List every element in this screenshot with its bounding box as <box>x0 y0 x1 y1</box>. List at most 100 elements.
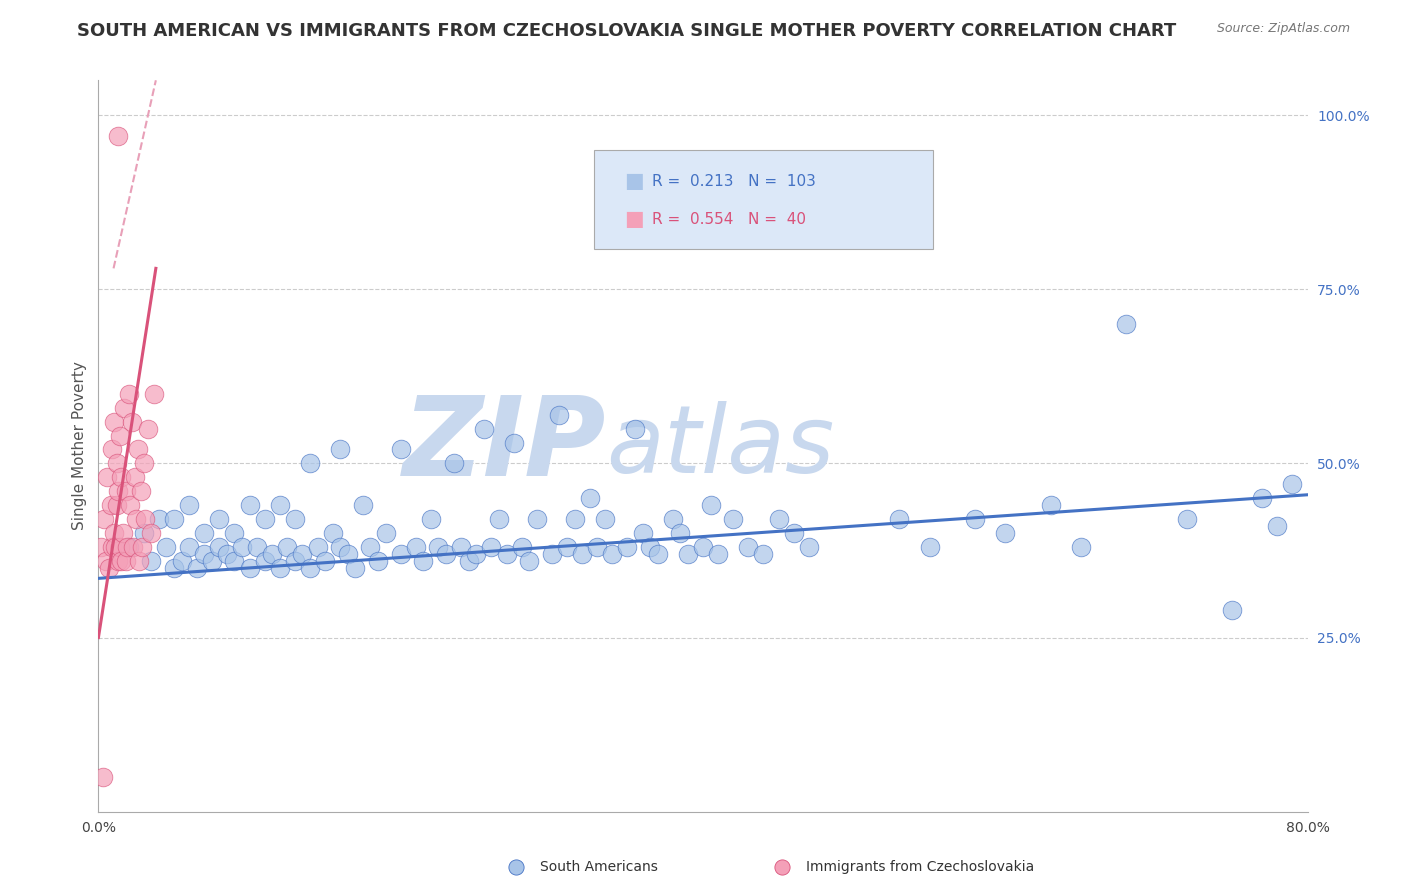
Point <box>329 442 352 457</box>
Point <box>284 512 307 526</box>
Text: South Americans: South Americans <box>540 860 658 873</box>
Point <box>1251 491 1274 506</box>
Point <box>262 547 284 561</box>
Point <box>291 547 314 561</box>
Point <box>122 540 145 554</box>
Point <box>299 457 322 471</box>
Point <box>918 540 941 554</box>
Point <box>412 554 434 568</box>
Y-axis label: Single Mother Poverty: Single Mother Poverty <box>72 361 87 531</box>
Point <box>374 526 396 541</box>
Point <box>571 547 593 561</box>
Point <box>737 540 759 554</box>
Point <box>179 498 201 512</box>
Text: Source: ZipAtlas.com: Source: ZipAtlas.com <box>1216 22 1350 36</box>
Point <box>112 401 135 415</box>
Point <box>1267 519 1289 533</box>
Point <box>783 526 806 541</box>
Point <box>120 498 142 512</box>
Point <box>669 526 692 541</box>
Point <box>127 442 149 457</box>
Point <box>488 512 510 526</box>
Point <box>699 498 721 512</box>
Point <box>602 547 624 561</box>
Point <box>103 526 125 541</box>
Point <box>1039 498 1062 512</box>
Point <box>548 408 571 422</box>
Point <box>434 547 457 561</box>
Point <box>941 857 963 871</box>
Text: R =  0.213   N =  103: R = 0.213 N = 103 <box>652 174 815 189</box>
Point <box>253 554 276 568</box>
Point <box>231 540 253 554</box>
Point <box>118 540 141 554</box>
Point <box>129 484 152 499</box>
Point <box>450 540 472 554</box>
Point <box>103 415 125 429</box>
Point <box>631 526 654 541</box>
Point <box>299 561 322 575</box>
Point <box>170 554 193 568</box>
Point <box>90 540 112 554</box>
Point <box>193 526 215 541</box>
Point <box>101 442 124 457</box>
Point <box>239 498 262 512</box>
Point <box>586 540 609 554</box>
Point <box>472 421 495 435</box>
Point <box>141 526 163 541</box>
Point <box>1115 317 1137 331</box>
Point <box>647 547 669 561</box>
Point <box>276 540 298 554</box>
Point <box>797 540 820 554</box>
Point <box>676 547 699 561</box>
Point <box>1281 477 1303 491</box>
Point <box>105 457 128 471</box>
Point <box>564 512 586 526</box>
Point <box>344 561 367 575</box>
Point <box>141 554 163 568</box>
Point <box>105 498 128 512</box>
Point <box>155 540 177 554</box>
Point <box>148 512 170 526</box>
Point <box>329 540 352 554</box>
Text: ZIP: ZIP <box>402 392 606 500</box>
Point <box>389 442 412 457</box>
Point <box>517 554 540 568</box>
FancyBboxPatch shape <box>595 150 932 249</box>
Point <box>107 484 129 499</box>
Point <box>128 554 150 568</box>
Point <box>457 554 479 568</box>
Point <box>555 540 578 554</box>
Text: atlas: atlas <box>606 401 835 491</box>
Point <box>131 540 153 554</box>
Point <box>707 547 730 561</box>
Point <box>134 512 156 526</box>
Point <box>215 547 238 561</box>
Point <box>314 554 336 568</box>
Point <box>661 512 683 526</box>
Point <box>723 512 745 526</box>
Point <box>322 526 344 541</box>
Point <box>336 547 359 561</box>
Point <box>107 554 129 568</box>
Text: SOUTH AMERICAN VS IMMIGRANTS FROM CZECHOSLOVAKIA SINGLE MOTHER POVERTY CORRELATI: SOUTH AMERICAN VS IMMIGRANTS FROM CZECHO… <box>77 22 1177 40</box>
Point <box>108 428 131 442</box>
Point <box>110 470 132 484</box>
Point <box>94 554 117 568</box>
Point <box>481 540 503 554</box>
Point <box>115 540 138 554</box>
Point <box>193 547 215 561</box>
Point <box>208 512 231 526</box>
Point <box>495 547 517 561</box>
Point <box>1070 540 1092 554</box>
Point <box>503 435 526 450</box>
Point <box>163 512 186 526</box>
Point <box>186 561 208 575</box>
Point <box>201 554 224 568</box>
Point <box>510 540 533 554</box>
Point <box>208 540 231 554</box>
Point <box>136 421 159 435</box>
Point <box>889 512 911 526</box>
Point <box>179 540 201 554</box>
Point <box>768 512 790 526</box>
